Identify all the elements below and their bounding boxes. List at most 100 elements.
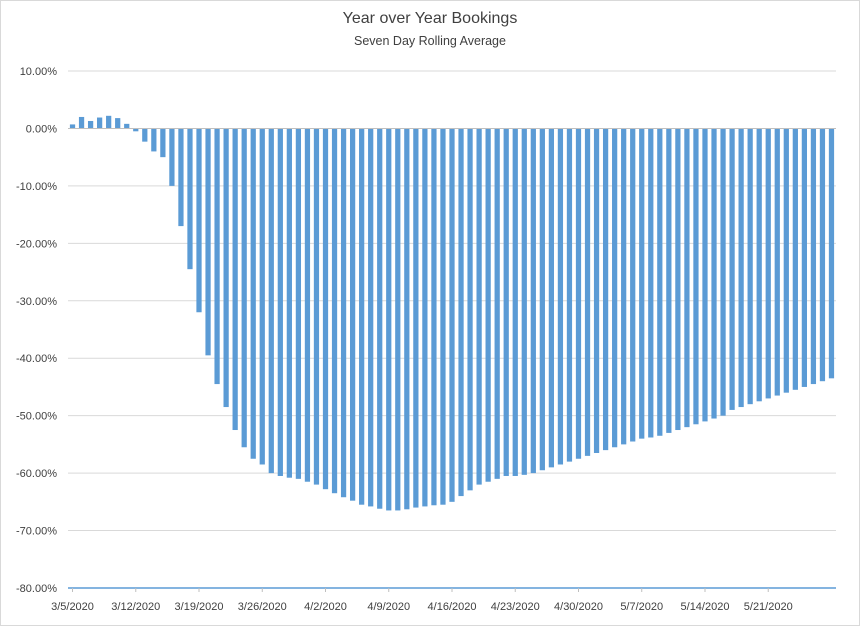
bar bbox=[214, 128, 220, 385]
bar bbox=[738, 128, 744, 408]
bar bbox=[593, 128, 600, 453]
bar bbox=[783, 128, 789, 393]
bar bbox=[223, 128, 229, 408]
x-tick-label: 3/5/2020 bbox=[51, 601, 94, 613]
bar bbox=[539, 128, 545, 471]
bar bbox=[449, 128, 455, 502]
y-tick-label: -40.00% bbox=[16, 353, 57, 365]
x-tick-label: 5/7/2020 bbox=[620, 601, 663, 613]
bar bbox=[557, 128, 564, 465]
x-tick-label: 4/23/2020 bbox=[491, 601, 540, 613]
bar bbox=[304, 128, 311, 482]
y-tick-label: -20.00% bbox=[16, 238, 57, 250]
x-tick-label: 4/9/2020 bbox=[367, 601, 410, 613]
bars bbox=[69, 115, 835, 511]
bar bbox=[774, 128, 780, 396]
bar bbox=[97, 117, 103, 129]
bar bbox=[87, 120, 94, 129]
bar bbox=[521, 128, 527, 475]
bar bbox=[331, 128, 338, 494]
bar bbox=[151, 128, 157, 152]
x-tick-label: 3/19/2020 bbox=[175, 601, 224, 613]
x-tick-label: 5/21/2020 bbox=[744, 601, 793, 613]
bar bbox=[440, 128, 446, 505]
bar bbox=[250, 128, 256, 459]
bar bbox=[232, 128, 238, 431]
bar bbox=[666, 128, 672, 433]
bar bbox=[268, 128, 274, 474]
bar bbox=[241, 128, 247, 448]
bar bbox=[404, 128, 410, 510]
bar bbox=[422, 128, 428, 507]
bar bbox=[828, 128, 835, 379]
bar bbox=[584, 128, 591, 456]
y-tick-label: -80.00% bbox=[16, 583, 57, 595]
y-tick-label: 10.00% bbox=[20, 66, 58, 78]
bar bbox=[711, 128, 717, 419]
bar bbox=[187, 128, 193, 270]
x-tick-label: 3/12/2020 bbox=[111, 601, 160, 613]
bar bbox=[78, 116, 85, 129]
bar bbox=[115, 118, 121, 129]
bar bbox=[693, 128, 699, 425]
bar bbox=[485, 128, 491, 482]
bar bbox=[386, 128, 392, 511]
bar bbox=[747, 128, 753, 405]
bar bbox=[675, 128, 681, 431]
y-tick-label: -10.00% bbox=[16, 181, 57, 193]
bar bbox=[503, 128, 509, 476]
bar bbox=[621, 128, 627, 445]
bar bbox=[765, 128, 771, 399]
bar bbox=[720, 128, 726, 416]
bar bbox=[566, 128, 573, 462]
bar bbox=[413, 128, 419, 508]
bar bbox=[205, 128, 211, 356]
bar bbox=[657, 128, 663, 436]
bar bbox=[142, 128, 148, 142]
y-axis-ticks: 10.00% 0.00% -10.00% -20.00% -30.00% -40.00% -… bbox=[16, 66, 57, 595]
chart-title: Year over Year Bookings bbox=[342, 10, 518, 27]
bar bbox=[729, 128, 735, 410]
bar bbox=[259, 128, 265, 465]
bar bbox=[313, 128, 320, 485]
x-tick-label: 5/14/2020 bbox=[681, 601, 730, 613]
bar bbox=[69, 124, 76, 129]
bar bbox=[467, 128, 473, 491]
bar bbox=[431, 128, 437, 506]
bar bbox=[340, 128, 347, 498]
bar bbox=[756, 128, 762, 402]
bar bbox=[612, 128, 618, 448]
bar bbox=[648, 128, 654, 438]
bar bbox=[630, 128, 636, 442]
y-tick-label: -30.00% bbox=[16, 296, 57, 308]
y-tick-label: 0.00% bbox=[26, 123, 57, 135]
bar bbox=[639, 128, 645, 439]
bar bbox=[602, 128, 609, 451]
bar bbox=[133, 128, 139, 132]
bar bbox=[295, 128, 302, 479]
bar bbox=[160, 128, 166, 158]
bar bbox=[575, 128, 582, 459]
bar bbox=[458, 128, 464, 497]
bar bbox=[286, 128, 292, 478]
x-tick-label: 3/26/2020 bbox=[238, 601, 287, 613]
chart-subtitle: Seven Day Rolling Average bbox=[354, 34, 506, 48]
bar bbox=[792, 128, 798, 390]
y-tick-label: -50.00% bbox=[16, 411, 57, 423]
bar bbox=[277, 128, 283, 476]
bar bbox=[395, 128, 401, 511]
bar bbox=[106, 115, 112, 129]
bar bbox=[124, 123, 130, 129]
x-axis-ticks: 3/5/2020 3/12/2020 3/19/2020 3/26/2020 4/2/2… bbox=[51, 588, 793, 613]
x-tick-label: 4/30/2020 bbox=[554, 601, 603, 613]
bar bbox=[684, 128, 690, 428]
y-tick-label: -60.00% bbox=[16, 468, 57, 480]
bar bbox=[476, 128, 482, 485]
bar bbox=[196, 128, 202, 313]
bar bbox=[178, 128, 184, 227]
bar bbox=[548, 128, 555, 468]
bar bbox=[169, 128, 175, 186]
bar bbox=[368, 128, 374, 507]
